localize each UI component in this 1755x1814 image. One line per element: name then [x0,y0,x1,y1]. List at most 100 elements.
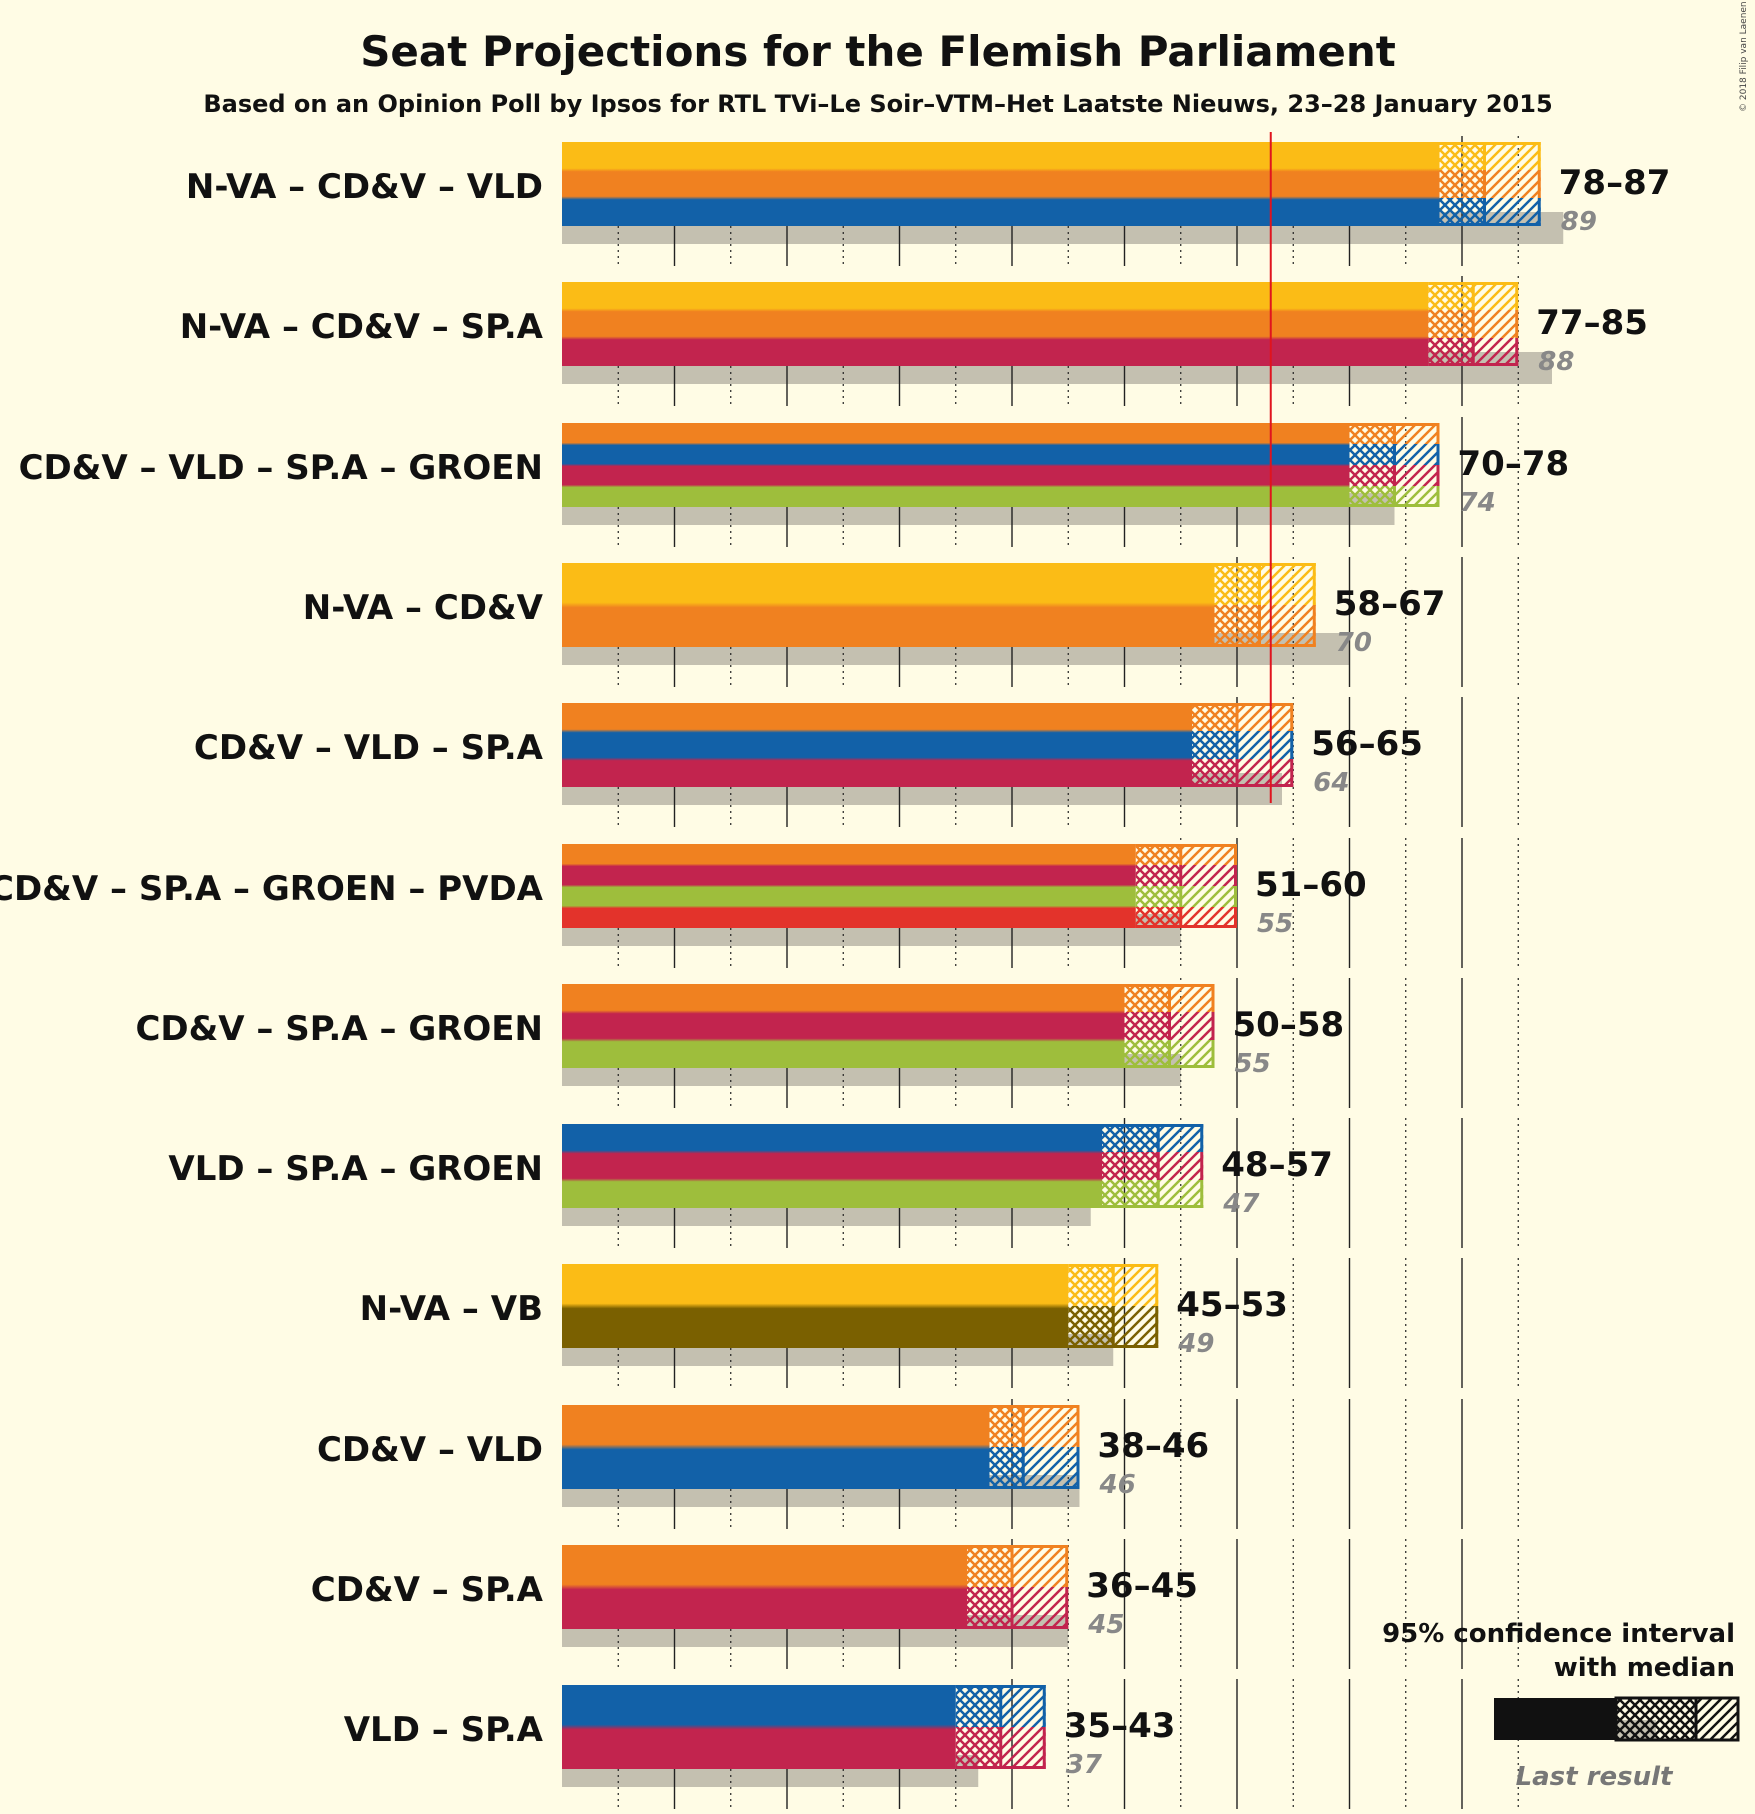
ci-high-segment [1180,907,1237,928]
ci-low-segment [1214,605,1260,647]
ci-high-segment [1394,444,1440,465]
seat-bar [562,844,1136,928]
ci-low-segment [1192,731,1237,759]
coalition-row: N-VA – CD&V – VLD 78–87 89 [186,136,1671,266]
seat-bar [562,423,1350,507]
coalition-label: VLD – SP.A [344,1710,544,1750]
ci-high-segment [1484,170,1541,198]
ci-high-segment [1169,1040,1215,1068]
coalition-row: CD&V – VLD – SP.A – GROEN 70–78 74 [19,417,1570,547]
coalition-label: N-VA – VB [360,1289,543,1329]
legend-ci-high [1694,1696,1740,1742]
ci-low-segment [1428,310,1474,338]
ci-high-segment [1259,563,1316,605]
legend-title-line1: 95% confidence interval [1382,1619,1735,1649]
legend-last-result-label: Last result [1516,1762,1674,1792]
coalition-row: VLD – SP.A – GROEN 48–57 47 [168,1118,1519,1248]
last-result-label: 64 [1313,768,1349,798]
ci-high-segment [1000,1727,1046,1769]
range-label: 38–46 [1098,1426,1210,1466]
coalition-label: CD&V – SP.A [311,1570,544,1610]
ci-low-segment [967,1587,1012,1629]
seat-bar [562,1545,967,1629]
range-label: 36–45 [1086,1566,1198,1606]
ci-high-segment [1158,1180,1204,1208]
ci-low-segment [1349,465,1395,486]
ci-high-segment [1023,1405,1080,1447]
ci-low-segment [1068,1264,1114,1306]
ci-high-segment [1473,310,1519,338]
ci-high-segment [1180,886,1237,907]
seat-bar [562,1264,1069,1348]
last-result-label: 70 [1336,628,1372,658]
seat-bar [562,1405,990,1489]
ci-low-segment [955,1727,1001,1769]
ci-low-segment [1192,759,1237,787]
range-label: 78–87 [1559,163,1671,203]
ci-low-segment [1349,444,1395,465]
ci-low-segment [1135,844,1181,865]
ci-high-segment [1484,198,1541,226]
coalition-row: N-VA – VB 45–53 49 [360,1258,1519,1388]
last-result-label: 47 [1222,1189,1260,1219]
legend-title-line2: with median [1554,1653,1735,1683]
coalition-label: CD&V – SP.A – GROEN – PVDA [0,869,544,909]
ci-low-segment [1124,1040,1170,1068]
ci-high-segment [1394,465,1440,486]
ci-high-segment [1237,703,1294,731]
ci-high-segment [1237,731,1294,759]
legend: 95% confidence interval with median Last… [1382,1619,1740,1792]
coalition-label: VLD – SP.A – GROEN [168,1149,543,1189]
ci-high-segment [1394,423,1440,444]
ci-high-segment [1484,142,1541,170]
ci-low-segment [989,1447,1024,1489]
coalition-label: N-VA – CD&V – VLD [186,167,543,207]
coalition-row: CD&V – VLD 38–46 46 [317,1399,1519,1529]
ci-high-segment [1259,605,1316,647]
last-result-label: 49 [1177,1329,1214,1359]
last-result-label: 37 [1066,1750,1103,1780]
ci-low-segment [1068,1306,1114,1348]
seat-bar [562,563,1215,647]
ci-low-segment [989,1405,1024,1447]
ci-high-segment [1394,486,1440,507]
ci-high-segment [1473,338,1519,366]
ci-high-segment [1012,1545,1069,1587]
copyright-note: © 2018 Filip van Laenen [1739,1,1749,112]
coalition-label: N-VA – CD&V – SP.A [180,307,544,347]
last-result-label: 55 [1235,1049,1271,1079]
chart-title: Seat Projections for the Flemish Parliam… [360,27,1396,76]
seat-bar [562,282,1429,366]
seat-bar [562,1124,1102,1208]
last-result-label: 89 [1561,207,1597,237]
last-result-label: 88 [1538,347,1574,377]
coalition-row: CD&V – SP.A – GROEN – PVDA 51–60 55 [0,838,1519,968]
coalition-row: N-VA – CD&V – SP.A 77–85 88 [180,276,1648,406]
last-result-label: 74 [1460,488,1496,518]
range-label: 48–57 [1221,1145,1333,1185]
ci-low-segment [1428,282,1474,310]
coalition-row: N-VA – CD&V 58–67 70 [303,557,1519,687]
ci-low-segment [1428,338,1474,366]
ci-high-segment [1473,282,1519,310]
ci-high-segment [1113,1264,1159,1306]
ci-high-segment [1158,1152,1204,1180]
range-label: 77–85 [1536,303,1648,343]
ci-low-segment [1192,703,1237,731]
ci-low-segment [1349,423,1395,444]
seat-bar [562,984,1125,1068]
ci-low-segment [1439,198,1485,226]
seat-bar [562,142,1440,226]
coalition-label: CD&V – VLD – SP.A [194,728,544,768]
range-label: 70–78 [1458,444,1570,484]
ci-low-segment [1135,886,1181,907]
ci-high-segment [1169,1012,1215,1040]
seat-bar [562,1685,956,1769]
ci-high-segment [1000,1685,1046,1727]
coalition-label: CD&V – SP.A – GROEN [135,1009,543,1049]
ci-low-segment [1439,142,1485,170]
coalition-row: CD&V – VLD – SP.A 56–65 64 [194,697,1519,827]
range-label: 58–67 [1334,584,1446,624]
ci-high-segment [1237,759,1294,787]
range-label: 56–65 [1311,724,1423,764]
